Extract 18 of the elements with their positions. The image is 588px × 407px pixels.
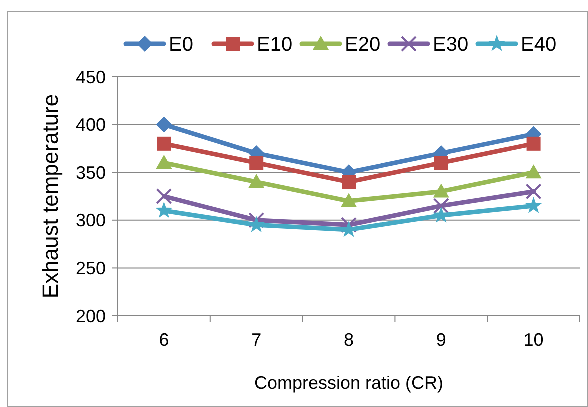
x-axis-title: Compression ratio (CR) [254,373,444,393]
legend-label: E40 [521,34,557,56]
x-tick-label: 9 [436,330,446,350]
y-tick-label: 450 [76,67,106,88]
y-axis-title: Exhaust temperature [38,94,63,299]
x-tick-label: 10 [524,330,544,350]
y-tick-label: 350 [76,162,106,183]
x-tick-label: 6 [159,330,170,350]
legend-label: E30 [433,34,469,56]
x-tick-label: 8 [344,330,354,350]
y-tick-label: 200 [76,306,106,326]
legend-label: E0 [169,34,194,56]
x-tick-label: 7 [252,330,262,350]
y-tick-label: 300 [76,210,106,231]
legend-label: E10 [257,34,293,56]
y-tick-label: 400 [76,115,106,136]
legend-label: E20 [345,34,381,56]
y-tick-label: 250 [76,258,106,278]
